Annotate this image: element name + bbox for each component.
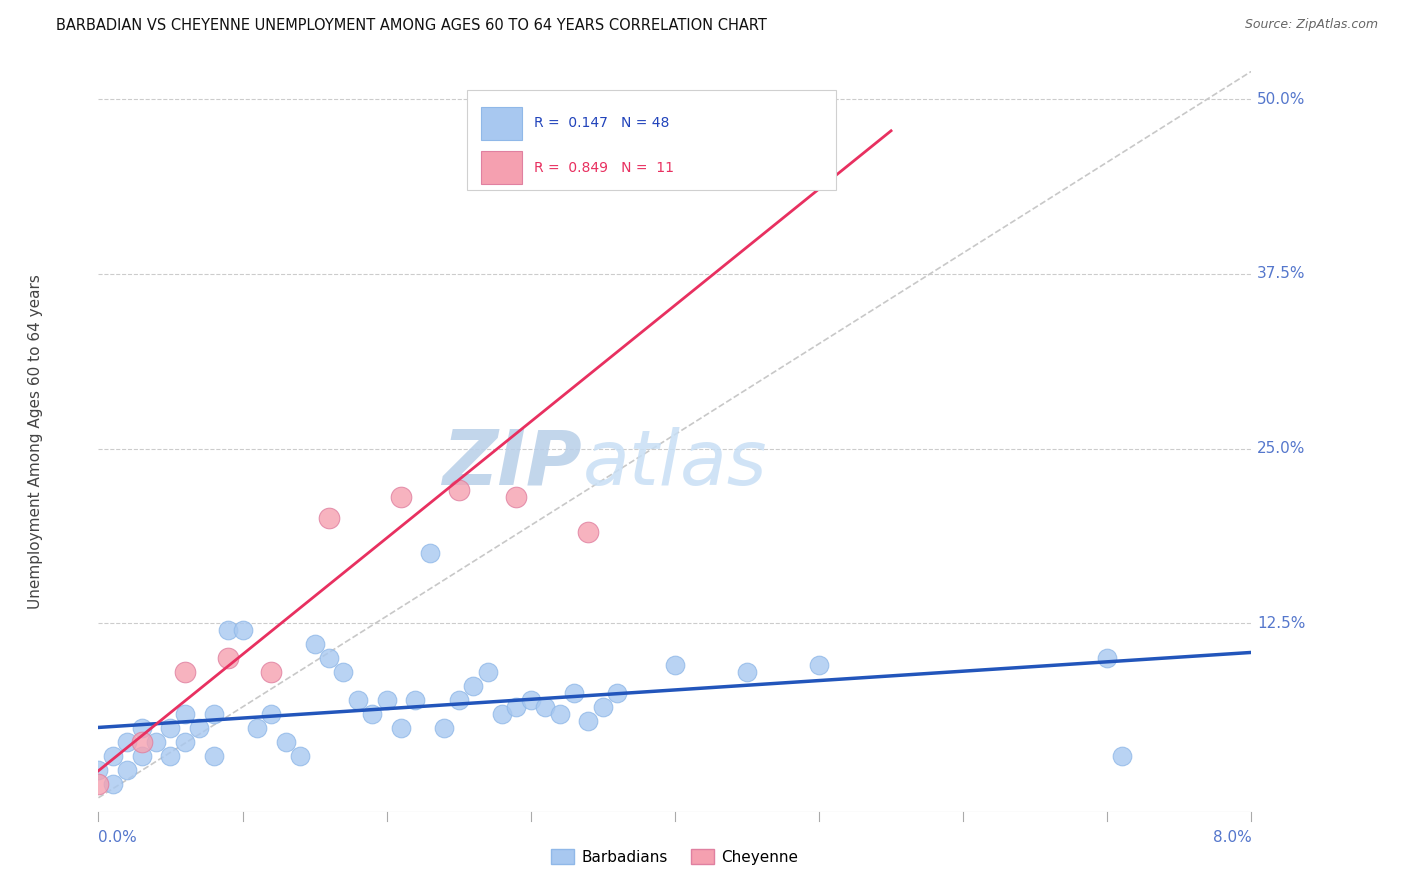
- Point: [159, 748, 181, 763]
- Point: [664, 658, 686, 673]
- Bar: [481, 151, 522, 185]
- Point: [534, 700, 557, 714]
- Point: [217, 651, 239, 665]
- Point: [578, 714, 600, 728]
- Point: [174, 735, 197, 749]
- Text: ZIP: ZIP: [443, 426, 582, 500]
- Point: [389, 491, 412, 505]
- Point: [260, 665, 283, 679]
- Point: [202, 748, 225, 763]
- Point: [87, 763, 110, 777]
- Point: [562, 686, 585, 700]
- Text: R =  0.849   N =  11: R = 0.849 N = 11: [534, 161, 675, 175]
- Point: [447, 693, 470, 707]
- Point: [274, 735, 297, 749]
- Point: [260, 706, 283, 721]
- Legend: Barbadians, Cheyenne: Barbadians, Cheyenne: [546, 843, 804, 871]
- Point: [505, 491, 527, 505]
- Point: [636, 162, 658, 177]
- Point: [447, 483, 470, 498]
- Point: [246, 721, 269, 735]
- Point: [304, 637, 326, 651]
- Text: atlas: atlas: [582, 426, 768, 500]
- Point: [117, 735, 138, 749]
- Point: [87, 777, 110, 791]
- Point: [578, 525, 600, 540]
- Bar: [481, 106, 522, 140]
- Point: [807, 658, 830, 673]
- Point: [174, 665, 197, 679]
- Point: [174, 706, 197, 721]
- Point: [346, 693, 368, 707]
- Point: [433, 721, 456, 735]
- Text: 25.0%: 25.0%: [1257, 441, 1306, 456]
- Point: [419, 546, 441, 560]
- Point: [131, 748, 153, 763]
- Point: [461, 679, 484, 693]
- Point: [606, 686, 628, 700]
- Point: [1097, 651, 1119, 665]
- Point: [318, 651, 340, 665]
- Text: Unemployment Among Ages 60 to 64 years: Unemployment Among Ages 60 to 64 years: [28, 274, 42, 609]
- FancyBboxPatch shape: [467, 90, 837, 190]
- Point: [131, 735, 153, 749]
- Point: [519, 693, 541, 707]
- Text: Source: ZipAtlas.com: Source: ZipAtlas.com: [1244, 18, 1378, 31]
- Text: 8.0%: 8.0%: [1212, 830, 1251, 846]
- Point: [117, 763, 138, 777]
- Point: [491, 706, 513, 721]
- Point: [101, 777, 124, 791]
- Point: [101, 748, 124, 763]
- Point: [318, 511, 340, 525]
- Point: [217, 623, 239, 637]
- Point: [405, 693, 427, 707]
- Text: R =  0.147   N = 48: R = 0.147 N = 48: [534, 116, 669, 130]
- Text: 12.5%: 12.5%: [1257, 615, 1306, 631]
- Point: [145, 735, 167, 749]
- Point: [477, 665, 499, 679]
- Point: [361, 706, 384, 721]
- Point: [1111, 748, 1133, 763]
- Text: 0.0%: 0.0%: [98, 830, 138, 846]
- Text: 37.5%: 37.5%: [1257, 267, 1306, 281]
- Point: [592, 700, 614, 714]
- Point: [505, 700, 527, 714]
- Point: [389, 721, 412, 735]
- Point: [548, 706, 571, 721]
- Point: [202, 706, 225, 721]
- Point: [735, 665, 758, 679]
- Point: [231, 623, 254, 637]
- Point: [131, 721, 153, 735]
- Point: [332, 665, 354, 679]
- Point: [290, 748, 312, 763]
- Text: BARBADIAN VS CHEYENNE UNEMPLOYMENT AMONG AGES 60 TO 64 YEARS CORRELATION CHART: BARBADIAN VS CHEYENNE UNEMPLOYMENT AMONG…: [56, 18, 768, 33]
- Point: [188, 721, 211, 735]
- Point: [159, 721, 181, 735]
- Point: [375, 693, 398, 707]
- Text: 50.0%: 50.0%: [1257, 92, 1306, 107]
